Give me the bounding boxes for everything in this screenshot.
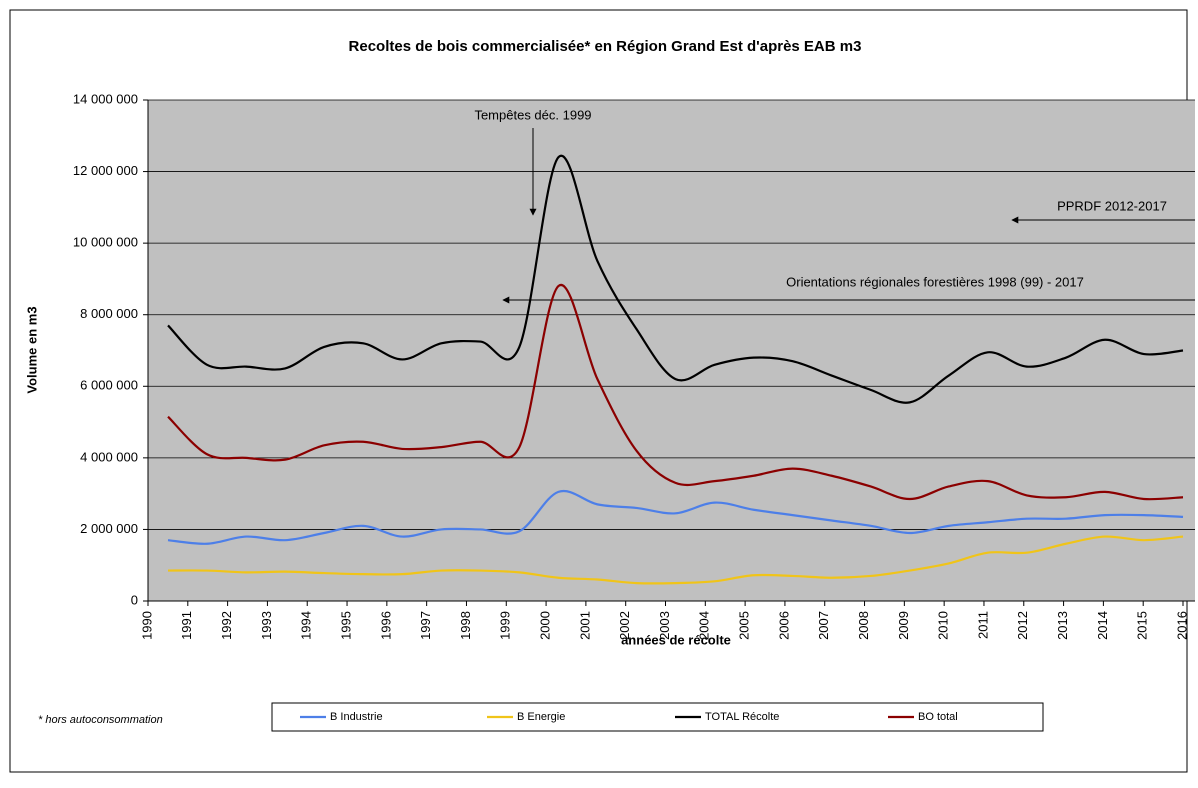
x-tick-label: 1991 — [179, 611, 194, 640]
y-tick-label: 4 000 000 — [80, 449, 138, 464]
x-tick-label: 2003 — [657, 611, 672, 640]
y-tick-label: 12 000 000 — [73, 163, 138, 178]
footnote: * hors autoconsommation — [38, 714, 163, 726]
x-tick-label: 1994 — [299, 611, 314, 640]
x-tick-label: 2005 — [737, 611, 752, 640]
x-tick-label: 2014 — [1095, 611, 1110, 640]
annotation: Tempêtes déc. 1999 — [474, 107, 591, 122]
legend-label: TOTAL Récolte — [705, 711, 779, 723]
x-tick-label: 1997 — [418, 611, 433, 640]
legend — [271, 702, 1044, 732]
annotation: Orientations régionales forestières 1998… — [786, 274, 1084, 289]
y-tick-label: 2 000 000 — [80, 521, 138, 536]
annotation: PPRDF 2012-2017 — [1057, 198, 1167, 213]
series-line — [167, 154, 1184, 404]
chart-title: Recoltes de bois commercialisée* en Régi… — [349, 38, 862, 55]
plot-area — [148, 100, 1195, 601]
x-tick-label: 2010 — [936, 611, 951, 640]
x-tick-label: 1990 — [139, 611, 154, 640]
x-tick-label: 2006 — [776, 611, 791, 640]
x-tick-label: 2013 — [1055, 611, 1070, 640]
x-tick-label: 2008 — [856, 611, 871, 640]
x-tick-label: 2007 — [816, 611, 831, 640]
legend-label: BO total — [918, 711, 958, 723]
series-line — [167, 283, 1184, 501]
x-tick-label: 2016 — [1174, 611, 1189, 640]
y-tick-label: 14 000 000 — [73, 91, 138, 106]
y-tick-label: 0 — [131, 592, 138, 607]
series-line — [167, 489, 1184, 545]
y-tick-label: 6 000 000 — [80, 378, 138, 393]
x-tick-label: 1993 — [259, 611, 274, 640]
y-tick-label: 8 000 000 — [80, 306, 138, 321]
x-tick-label: 1996 — [378, 611, 393, 640]
legend-label: B Industrie — [330, 711, 383, 723]
legend-label: B Energie — [517, 711, 565, 723]
x-tick-label: 2012 — [1015, 611, 1030, 640]
y-tick-label: 10 000 000 — [73, 235, 138, 250]
x-tick-label: 2000 — [538, 611, 553, 640]
x-tick-label: 1992 — [219, 611, 234, 640]
x-tick-label: 2009 — [896, 611, 911, 640]
x-tick-label: 1995 — [338, 611, 353, 640]
x-tick-label: 1999 — [498, 611, 513, 640]
x-tick-label: 2001 — [577, 611, 592, 640]
x-axis-title: années de récolte — [621, 632, 731, 647]
series-line — [167, 535, 1184, 585]
x-tick-label: 2011 — [975, 611, 990, 639]
x-tick-label: 2002 — [617, 611, 632, 640]
x-tick-label: 1998 — [458, 611, 473, 640]
y-axis-title: Volume en m3 — [24, 306, 39, 393]
x-tick-label: 2004 — [697, 611, 712, 640]
x-tick-label: 2015 — [1135, 611, 1150, 640]
